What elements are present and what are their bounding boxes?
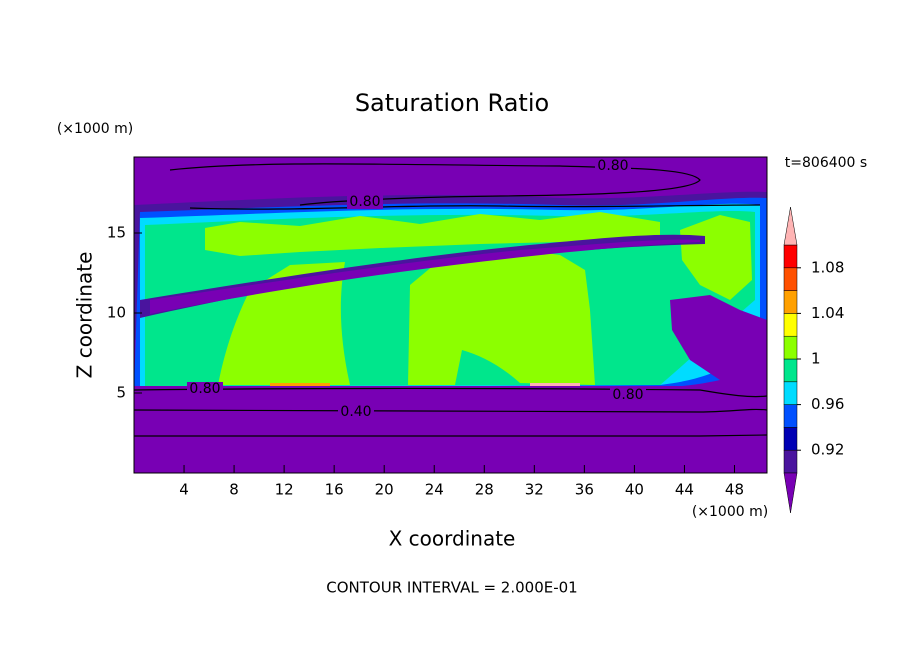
region <box>134 386 767 473</box>
contour-line <box>133 387 768 398</box>
x-tick-label: 12 <box>275 481 294 499</box>
x-tick-label: 48 <box>725 481 744 499</box>
contour-label: 0.80 <box>597 158 628 174</box>
x-axis-label: X coordinate <box>389 527 516 551</box>
region <box>205 212 660 256</box>
colorbar-under <box>783 472 798 514</box>
y-axis-label: Z coordinate <box>73 252 97 379</box>
colorbar-box <box>783 427 798 451</box>
contour-label: 0.80 <box>612 387 643 403</box>
region <box>670 295 767 390</box>
colorbar-box <box>783 404 798 428</box>
axes: 4 8 12 16 20 24 28 32 36 40 44 48510150.920.9611.04… <box>107 156 844 514</box>
region <box>270 383 330 387</box>
colorbar-tick-label: 0.92 <box>811 441 844 459</box>
contour-field: 0.80 0.80 0.80 0.80 0.40 <box>133 157 768 473</box>
contour-line <box>133 408 768 413</box>
x-tick-label: 32 <box>525 481 544 499</box>
footer: CONTOUR INTERVAL = 2.000E-01 <box>326 579 577 597</box>
colorbar-box <box>783 244 798 269</box>
contour-label-bg <box>595 159 631 173</box>
colorbar-box <box>783 313 798 337</box>
x-tick-label: 20 <box>375 481 394 499</box>
colorbar-box <box>783 335 798 360</box>
contour-label-bg <box>347 195 383 209</box>
colorbar-box <box>783 358 798 383</box>
time-label: t=806400 s <box>785 155 867 171</box>
contour-label-bg <box>187 382 223 396</box>
y-tick-label: 10 <box>107 304 126 322</box>
contour-label: 0.80 <box>349 194 380 210</box>
colorbar-tick-label: 1.04 <box>811 304 844 322</box>
contour-line <box>169 163 701 206</box>
contour-label-bg <box>338 405 374 419</box>
plot-frame <box>133 156 768 474</box>
y-unit: (×1000 m) <box>57 121 133 137</box>
contour-line <box>189 204 761 210</box>
x-tick-label: 44 <box>675 481 694 499</box>
y-tick-label: 5 <box>116 384 126 402</box>
x-tick-label: 28 <box>475 481 494 499</box>
contour-label: 0.80 <box>189 381 220 397</box>
chart-title: Saturation Ratio <box>355 89 549 117</box>
colorbar-box <box>783 290 798 314</box>
contour-label: 0.40 <box>340 404 371 420</box>
colorbar-box <box>783 449 798 474</box>
x-tick-label: 16 <box>325 481 344 499</box>
y-tick-label: 15 <box>107 224 126 242</box>
colorbar-tick-label: 1.08 <box>811 258 844 276</box>
contour-label-bg <box>610 388 646 402</box>
colorbar-tick-label: 1 <box>811 350 821 368</box>
x-tick-label: 8 <box>229 481 239 499</box>
x-tick-label: 40 <box>625 481 644 499</box>
colorbar-tick-label: 0.96 <box>811 395 844 413</box>
colorbar-over <box>783 206 798 246</box>
region <box>408 248 595 385</box>
colorbar-box <box>783 381 798 405</box>
contour-line <box>133 434 768 438</box>
colorbar-box <box>783 267 798 291</box>
x-tick-label: 4 <box>179 481 189 499</box>
x-tick-label: 36 <box>575 481 594 499</box>
x-unit: (×1000 m) <box>692 504 768 520</box>
region <box>530 383 580 387</box>
x-tick-label: 24 <box>425 481 444 499</box>
